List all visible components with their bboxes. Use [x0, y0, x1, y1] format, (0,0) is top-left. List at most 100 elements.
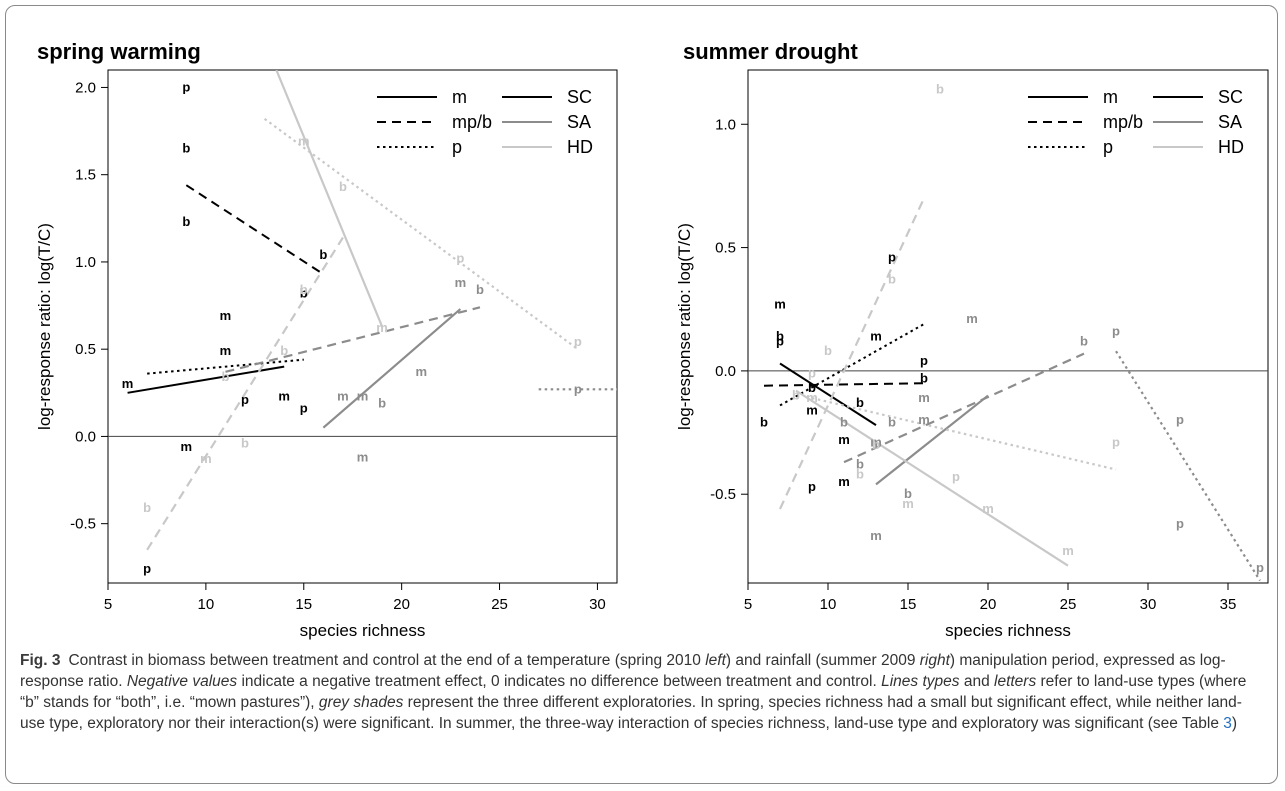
legend-label: p	[452, 137, 462, 157]
data-point: b	[904, 486, 912, 501]
data-point: b	[808, 380, 816, 395]
x-tick-label: 15	[900, 596, 917, 613]
caption-run: )	[1231, 715, 1238, 732]
y-tick-label: 0.5	[75, 341, 96, 358]
data-point: b	[339, 179, 347, 194]
data-point: m	[181, 439, 193, 454]
data-point: b	[300, 282, 308, 297]
data-point: b	[319, 247, 327, 262]
legend-label: SA	[1218, 112, 1242, 132]
data-point: p	[574, 381, 582, 396]
data-point: m	[774, 296, 786, 311]
legend-label: m	[452, 87, 467, 107]
caption-run: refer to land-use types (where “b” stand…	[20, 673, 1247, 711]
fit-line-sc	[763, 382, 925, 387]
legend-label: SA	[567, 112, 591, 132]
caption-run: grey shades	[318, 694, 404, 711]
x-tick-label: 20	[393, 596, 410, 613]
data-point: p	[143, 561, 151, 576]
figure-number: Fig. 3	[20, 652, 61, 669]
data-point: p	[182, 79, 190, 94]
data-point: m	[806, 390, 818, 405]
x-tick-label: 5	[104, 596, 112, 613]
data-point: b	[143, 500, 151, 515]
data-point: p	[776, 333, 784, 348]
data-point: m	[902, 496, 914, 511]
caption-run: represent the three different explorator…	[20, 694, 1242, 732]
x-tick-label: 15	[295, 596, 312, 613]
caption-text: Contrast in biomass between treatment an…	[20, 652, 1246, 732]
legend-label: mp/b	[1103, 112, 1143, 132]
data-point: b	[182, 214, 190, 229]
data-point: b	[856, 457, 864, 472]
data-point: p	[808, 479, 816, 494]
data-point: p	[241, 392, 249, 407]
data-point: p	[1112, 434, 1120, 449]
data-point: m	[122, 376, 134, 391]
legend-label: HD	[1218, 137, 1244, 157]
data-point: m	[415, 364, 427, 379]
legend-label: HD	[567, 137, 593, 157]
data-point: p	[888, 249, 896, 264]
fit-line-sa	[875, 394, 989, 486]
data-point: b	[792, 388, 800, 403]
x-tick-label: 25	[1060, 596, 1077, 613]
y-tick-label: 0.5	[715, 240, 736, 257]
data-point: m	[220, 343, 232, 358]
x-tick-label: 20	[980, 596, 997, 613]
data-point: m	[966, 311, 978, 326]
data-point: p	[574, 334, 582, 349]
data-point: m	[982, 501, 994, 516]
fit-lines-group	[763, 197, 1261, 582]
data-point: p	[1256, 560, 1264, 575]
data-point: b	[824, 343, 832, 358]
fit-line-sc	[779, 362, 877, 426]
y-tick-label: 0.0	[75, 428, 96, 445]
y-tick-label: 2.0	[75, 79, 96, 96]
data-point: b	[856, 466, 864, 481]
fit-line-sa	[322, 308, 462, 429]
data-point: m	[298, 134, 310, 149]
data-point: b	[776, 328, 784, 343]
data-point: m	[357, 388, 369, 403]
data-point: p	[920, 353, 928, 368]
chart-title: summer drought	[683, 39, 858, 64]
fit-lines-group	[127, 70, 617, 551]
data-point: m	[337, 388, 349, 403]
data-point: b	[280, 343, 288, 358]
caption-run: ) and rainfall (summer 2009	[725, 652, 920, 669]
caption-run: ) manipulation period, expressed as log-…	[20, 652, 1226, 690]
data-point: m	[838, 432, 850, 447]
data-point: m	[806, 402, 818, 417]
data-point: b	[888, 415, 896, 430]
data-point: b	[760, 415, 768, 430]
figure-frame	[5, 5, 1278, 784]
data-point: p	[1112, 323, 1120, 338]
x-axis-label: species richness	[300, 621, 426, 640]
legend-label: p	[1103, 137, 1113, 157]
y-tick-label: 1.5	[75, 167, 96, 184]
data-point: m	[918, 390, 930, 405]
caption-run: left	[705, 652, 726, 669]
x-tick-label: 35	[1220, 596, 1237, 613]
data-point: b	[872, 437, 880, 452]
caption-run: Contrast in biomass between treatment an…	[68, 652, 706, 669]
data-point: p	[808, 365, 816, 380]
fit-line-hd	[263, 117, 579, 351]
data-point: b	[300, 285, 308, 300]
fit-line-hd	[275, 70, 384, 327]
data-point: b	[378, 395, 386, 410]
caption-run: 3	[1223, 715, 1232, 732]
data-point: m	[870, 434, 882, 449]
y-axis-label: log-response ratio: log(T/C)	[35, 223, 54, 430]
spring-warming-panel: spring warming 5 10 15 20 25 30 -0.5 0.0 0.5 1.0 1.…	[35, 39, 618, 640]
data-point: p	[300, 401, 308, 416]
legend-label: m	[1103, 87, 1118, 107]
x-tick-label: 10	[198, 596, 215, 613]
fit-line-hd	[795, 389, 1069, 567]
y-tick-label: -0.5	[70, 516, 96, 533]
data-point: m	[838, 474, 850, 489]
data-point: p	[456, 250, 464, 265]
figure-caption: Fig. 3 Contrast in biomass between treatm…	[20, 650, 1265, 734]
x-tick-label: 30	[1140, 596, 1157, 613]
